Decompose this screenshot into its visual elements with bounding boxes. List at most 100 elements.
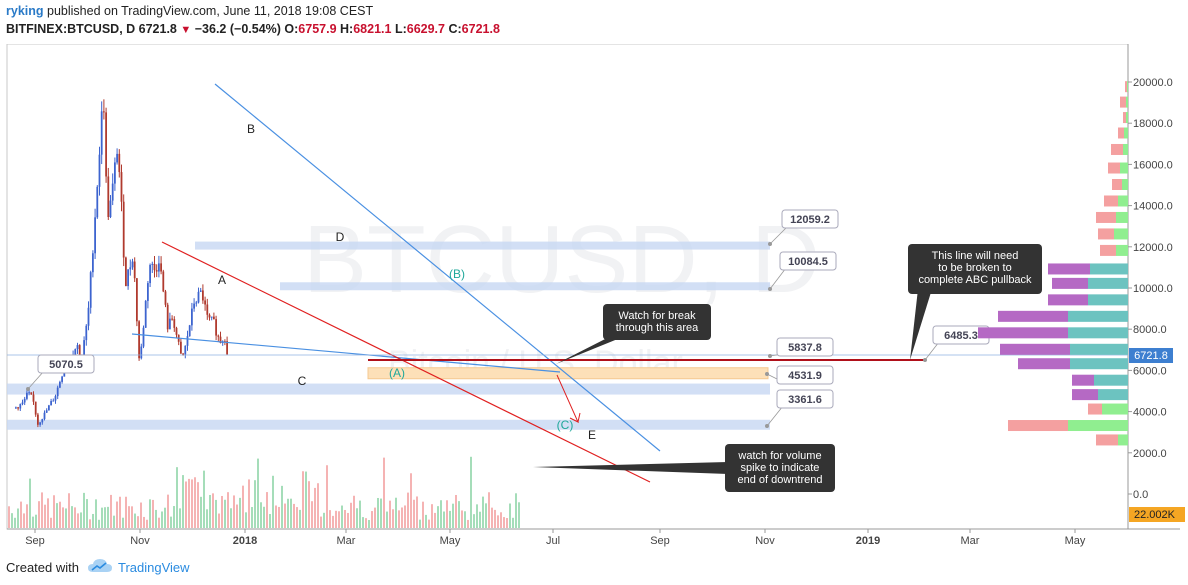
volume-note-text: end of downtrend — [737, 474, 822, 486]
level-4531-value: 4531.9 — [788, 370, 822, 382]
x-tick-label: Sep — [25, 535, 45, 547]
volume-bar — [293, 503, 295, 528]
volume-bar — [260, 502, 262, 528]
candle-body — [56, 387, 59, 397]
volume-profile-down — [1123, 112, 1126, 124]
level-10084-leader — [769, 267, 787, 290]
abc-note-text: This line will need — [932, 250, 1019, 262]
down-arrow-icon: ▼ — [180, 24, 192, 36]
volume-bar — [41, 492, 43, 528]
volume-bar — [401, 507, 403, 528]
level-5837-box — [776, 337, 834, 357]
candle-body — [113, 162, 116, 184]
volume-profile-up — [1102, 403, 1128, 415]
volume-profile-down — [1125, 81, 1127, 93]
level-6485-anchor — [923, 358, 927, 362]
level-3361-leader — [766, 405, 784, 427]
break-note-text: Watch for break — [618, 310, 696, 322]
candle-body — [61, 376, 63, 382]
volume-bar — [164, 507, 166, 528]
level-5070-leader — [27, 370, 45, 390]
volume-bar — [59, 501, 61, 528]
wave-label: (B) — [449, 267, 465, 281]
volume-bar — [431, 504, 433, 528]
volume-bar — [173, 506, 175, 528]
candle-body — [32, 394, 35, 402]
candle-body — [87, 307, 90, 326]
level-12059-box — [781, 209, 839, 229]
volume-bar — [494, 509, 496, 528]
x-tick-label: 2019 — [856, 535, 880, 547]
volume-profile-up — [1120, 162, 1128, 174]
watermark-ticker: BTCUSD, D — [303, 206, 820, 313]
volume-profile-up — [1123, 143, 1128, 155]
candle-body — [118, 153, 121, 173]
volume-bar — [452, 503, 454, 528]
author-link[interactable]: ryking — [6, 4, 44, 18]
low-value: 6629.7 — [406, 22, 445, 36]
x-tick-label: 2018 — [233, 535, 257, 547]
volume-bar — [221, 495, 223, 528]
wave-label: A — [218, 273, 226, 287]
volume-bar — [149, 499, 151, 528]
volume-bar — [194, 477, 196, 528]
volume-note-pointer — [533, 462, 728, 474]
volume-bar — [446, 500, 448, 528]
volume-bar — [329, 510, 331, 528]
created-with-text: Created with — [6, 560, 79, 575]
volume-profile-down — [1100, 244, 1116, 256]
volume-bar — [332, 515, 334, 528]
candle-body — [184, 345, 187, 355]
candle-body — [47, 405, 50, 411]
volume-bar — [503, 517, 505, 528]
volume-bar — [338, 511, 340, 528]
volume-bar — [89, 519, 91, 528]
volume-bar — [32, 516, 34, 528]
volume-bar — [239, 497, 241, 528]
volume-bar — [185, 481, 187, 528]
volume-bar — [365, 518, 367, 528]
level-4531-anchor — [765, 372, 769, 376]
volume-profile-up — [1070, 343, 1128, 355]
x-tick-label: Jul — [546, 535, 560, 547]
volume-bar — [263, 506, 265, 528]
volume-bar — [266, 492, 268, 528]
tradingview-cloud-icon — [88, 559, 112, 572]
candle-body — [171, 318, 173, 320]
candle-body — [36, 414, 39, 425]
volume-bar — [137, 516, 139, 528]
level-12059-value: 12059.2 — [790, 214, 830, 226]
volume-bar — [191, 479, 193, 528]
candle-body — [179, 341, 182, 354]
volume-bar — [200, 496, 202, 528]
volume-bar — [212, 493, 214, 528]
volume-axis-label: 22.002K — [1134, 509, 1176, 521]
level-3361-anchor — [765, 424, 769, 428]
volume-profile-up — [1090, 263, 1128, 275]
candle-body — [39, 422, 41, 425]
break-note-text: through this area — [616, 322, 699, 334]
candle-body — [226, 341, 228, 355]
volume-bar — [152, 499, 154, 528]
volume-bar — [347, 512, 349, 528]
volume-bar — [422, 501, 424, 528]
candle-body — [111, 183, 114, 201]
break-note-bubble — [603, 304, 711, 340]
volume-profile-up — [1088, 277, 1128, 289]
resistance-zone — [195, 241, 770, 250]
level-5070-anchor — [26, 387, 30, 391]
volume-bar — [11, 513, 13, 528]
candle-body — [166, 304, 169, 330]
y-tick-label: 4000.0 — [1133, 407, 1167, 419]
volume-bar — [302, 471, 304, 528]
volume-bar — [269, 514, 271, 528]
volume-profile-up — [1118, 195, 1128, 207]
symbol-name[interactable]: BITFINEX:BTCUSD, D — [6, 22, 136, 36]
volume-bar — [230, 508, 232, 528]
wave-label: (A) — [389, 366, 405, 380]
volume-bar — [101, 507, 103, 528]
volume-profile-up — [1068, 310, 1128, 322]
candle-body — [30, 392, 33, 395]
tradingview-brand-link[interactable]: TradingView — [118, 560, 190, 575]
